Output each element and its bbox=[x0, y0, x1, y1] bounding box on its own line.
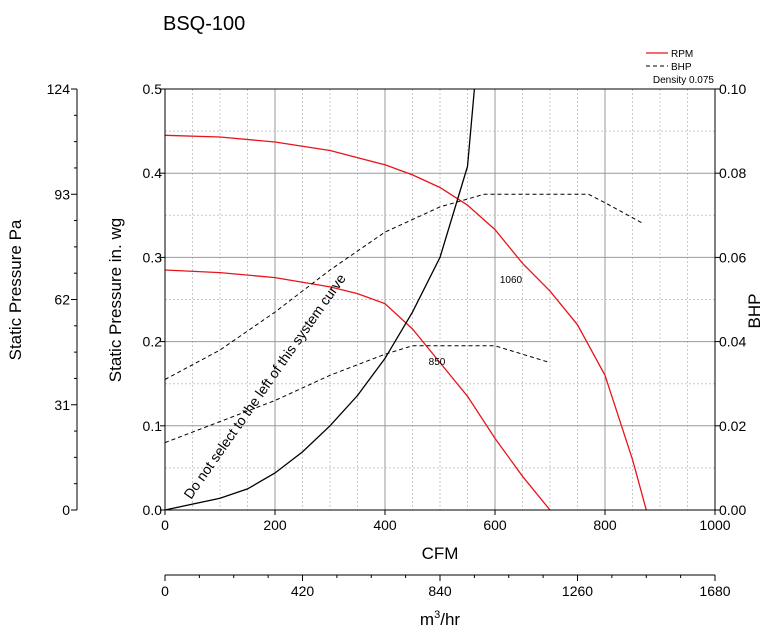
rpm-curve-1 bbox=[164, 269, 551, 511]
axes bbox=[71, 88, 720, 581]
y2-tick-label: 0.10 bbox=[719, 81, 746, 97]
pa-tick-label: 62 bbox=[54, 292, 70, 308]
pa-axis-title: Static Pressure Pa bbox=[6, 219, 25, 360]
y-tick-label: 0.1 bbox=[143, 418, 163, 434]
bhp-curve-3 bbox=[164, 345, 551, 444]
pa-tick-label: 124 bbox=[47, 81, 71, 97]
pa-tick-label: 93 bbox=[54, 186, 70, 202]
m3hr-axis-title: m3/hr bbox=[420, 609, 460, 629]
bhp-curve-2 bbox=[164, 193, 644, 380]
m3hr-tick-label: 1680 bbox=[699, 583, 730, 599]
legend-bhp-label: BHP bbox=[671, 62, 692, 73]
x-tick-label: 0 bbox=[161, 517, 169, 533]
y-axis-title: Static Pressure in. wg bbox=[106, 218, 125, 382]
legend-density-note: Density 0.075 bbox=[653, 75, 715, 86]
x-tick-label: 400 bbox=[373, 517, 397, 533]
legend: RPM BHP Density 0.075 bbox=[646, 49, 714, 86]
curve-label-1060: 1060 bbox=[500, 275, 523, 286]
y-tick-label: 0.3 bbox=[143, 249, 163, 265]
chart-title: BSQ-100 bbox=[163, 13, 245, 35]
legend-rpm-label: RPM bbox=[671, 49, 693, 60]
y-tick-label: 0.4 bbox=[143, 165, 163, 181]
y2-axis-title: BHP bbox=[745, 294, 764, 329]
grid-lines bbox=[164, 88, 716, 511]
system-curve-annotation: Do not select to the left of this system… bbox=[180, 271, 349, 502]
y2-tick-label: 0.02 bbox=[719, 418, 746, 434]
system-curve bbox=[164, 88, 476, 511]
y2-tick-label: 0.08 bbox=[719, 165, 746, 181]
x-tick-label: 1000 bbox=[699, 517, 730, 533]
m3hr-tick-label: 0 bbox=[161, 583, 169, 599]
m3hr-tick-label: 1260 bbox=[562, 583, 593, 599]
curve-label-850: 850 bbox=[429, 357, 446, 368]
y2-tick-label: 0.06 bbox=[719, 249, 746, 265]
y-tick-label: 0.0 bbox=[143, 502, 163, 518]
pa-tick-label: 31 bbox=[54, 397, 70, 413]
pa-tick-label: 0 bbox=[62, 502, 70, 518]
x-tick-label: 200 bbox=[263, 517, 287, 533]
y-tick-label: 0.5 bbox=[143, 81, 163, 97]
y2-tick-label: 0.00 bbox=[719, 502, 746, 518]
x-tick-label: 600 bbox=[483, 517, 507, 533]
m3hr-tick-label: 420 bbox=[291, 583, 315, 599]
tick-labels: 0 200 400 600 800 1000 0.0 0.1 0.2 0.3 0.4 0.5 0.00 0… bbox=[47, 81, 747, 599]
y-tick-label: 0.2 bbox=[143, 334, 163, 350]
x-axis-title: CFM bbox=[422, 544, 459, 563]
rpm-curve-0 bbox=[164, 134, 647, 511]
plot-frame bbox=[164, 88, 716, 511]
y2-tick-label: 0.04 bbox=[719, 334, 746, 350]
plot-area bbox=[164, 88, 647, 511]
x-tick-label: 800 bbox=[593, 517, 617, 533]
m3hr-tick-label: 840 bbox=[428, 583, 452, 599]
